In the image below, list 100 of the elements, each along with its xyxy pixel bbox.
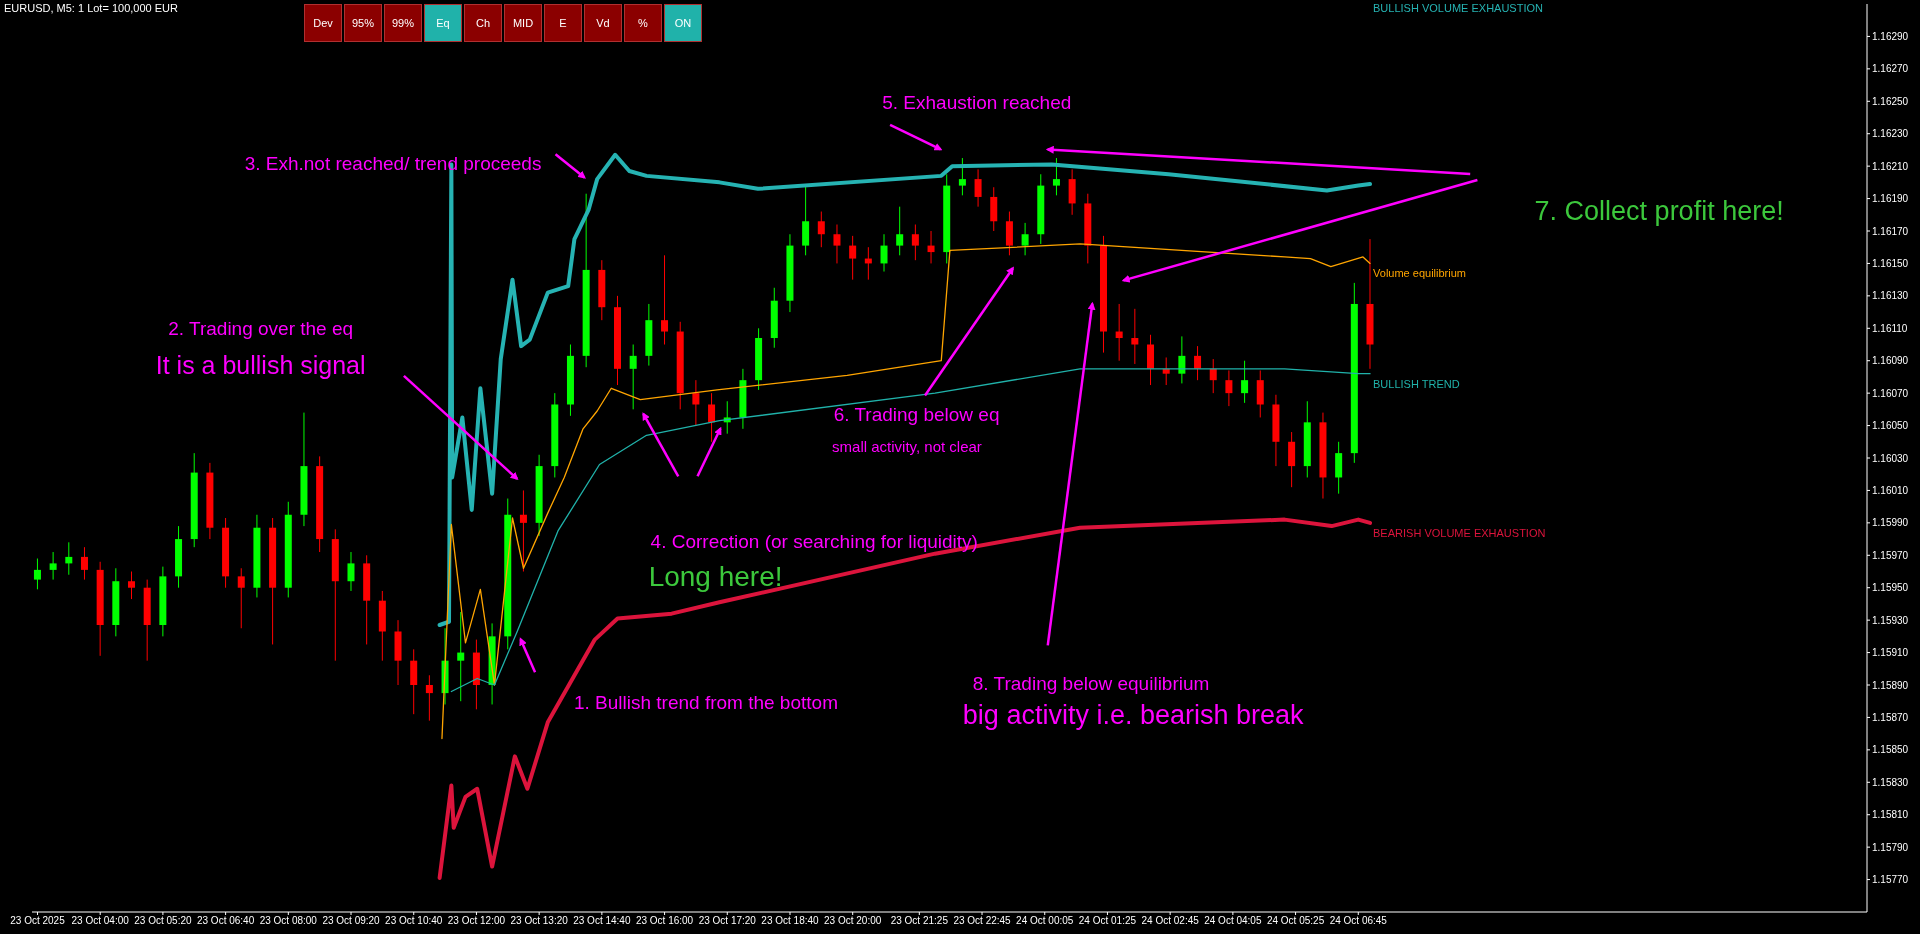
y-tick-label: 1.15790 bbox=[1872, 841, 1909, 853]
y-tick-label: 1.16090 bbox=[1872, 355, 1909, 367]
chart-title: EURUSD, M5: 1 Lot= 100,000 EUR bbox=[4, 2, 178, 14]
y-tick-label: 1.16130 bbox=[1872, 290, 1909, 302]
candlestick bbox=[80, 546, 88, 581]
series-label: BEARISH VOLUME EXHAUSTION bbox=[1373, 526, 1546, 539]
x-tick-label: 23 Oct 18:40 bbox=[761, 915, 820, 927]
x-tick-label: 24 Oct 01:25 bbox=[1078, 915, 1137, 927]
candlestick bbox=[128, 571, 136, 600]
y-tick-label: 1.15830 bbox=[1872, 776, 1909, 788]
candlestick bbox=[958, 157, 966, 196]
y-tick-label: 1.16170 bbox=[1872, 225, 1909, 237]
annotation: 3. Exh.not reached/ trend proceeds bbox=[244, 152, 542, 175]
annotation: Long here! bbox=[648, 560, 783, 593]
x-tick-label: 23 Oct 08:00 bbox=[259, 915, 318, 927]
candlestick bbox=[896, 206, 904, 256]
y-tick-label: 1.16270 bbox=[1872, 63, 1909, 75]
candlestick bbox=[33, 558, 41, 590]
toggle-button: 99% bbox=[384, 4, 422, 42]
candlestick bbox=[661, 254, 669, 345]
y-tick-label: 1.15770 bbox=[1872, 874, 1909, 886]
y-tick-label: 1.15890 bbox=[1872, 679, 1909, 691]
line-series bbox=[441, 243, 1371, 740]
y-tick-label: 1.15930 bbox=[1872, 614, 1909, 626]
x-tick-label: 24 Oct 06:45 bbox=[1329, 915, 1388, 927]
candlestick bbox=[927, 230, 935, 264]
candlestick bbox=[1115, 303, 1123, 362]
candlestick bbox=[425, 674, 433, 722]
y-tick-label: 1.16230 bbox=[1872, 128, 1909, 140]
candlestick bbox=[1209, 358, 1217, 394]
x-tick-label: 23 Oct 14:40 bbox=[573, 915, 631, 927]
annotation: 6. Trading below eq bbox=[833, 403, 1000, 426]
line-series bbox=[437, 517, 1373, 880]
annotation: 1. Bullish trend from the bottom bbox=[573, 691, 838, 714]
annotation: 8. Trading below equilibrium bbox=[972, 673, 1210, 695]
annotation: 4. Correction (or searching for liquidity) bbox=[650, 531, 978, 553]
x-tick-label: 23 Oct 13:20 bbox=[510, 915, 569, 927]
x-tick-label: 23 Oct 05:20 bbox=[134, 915, 192, 927]
x-tick-label: 23 Oct 04:00 bbox=[71, 915, 130, 927]
y-tick-label: 1.15870 bbox=[1872, 711, 1909, 723]
y-tick-label: 1.15950 bbox=[1872, 582, 1909, 594]
candlestick bbox=[1052, 157, 1060, 196]
annotation: big activity i.e. bearish break bbox=[962, 700, 1304, 732]
y-tick-label: 1.16150 bbox=[1872, 257, 1909, 269]
series-label: Volume equilibrium bbox=[1373, 267, 1466, 280]
x-tick-label: 24 Oct 05:25 bbox=[1266, 915, 1325, 927]
candlestick bbox=[880, 233, 888, 273]
y-tick-label: 1.16290 bbox=[1872, 30, 1909, 42]
y-tick-label: 1.16070 bbox=[1872, 387, 1909, 399]
annotation: small activity, not clear bbox=[832, 437, 982, 456]
candlestick bbox=[911, 224, 919, 261]
toggle-button: MID bbox=[504, 4, 542, 42]
toggle-button: 95% bbox=[344, 4, 382, 42]
candlestick bbox=[457, 611, 465, 702]
x-tick-label: 23 Oct 2025 bbox=[10, 915, 66, 927]
text: BULLISH VOLUME EXHAUSTION bbox=[1373, 2, 1544, 14]
candlestick bbox=[849, 235, 857, 281]
x-tick-label: 23 Oct 16:00 bbox=[635, 915, 694, 927]
x-tick-label: 23 Oct 21:25 bbox=[890, 915, 949, 927]
candlestick bbox=[817, 211, 825, 248]
candlestick bbox=[1021, 222, 1029, 256]
x-tick-label: 24 Oct 00:05 bbox=[1016, 915, 1074, 927]
candlestick bbox=[65, 541, 73, 576]
toggle-button: % bbox=[624, 4, 662, 42]
x-tick-label: 24 Oct 02:45 bbox=[1141, 915, 1200, 927]
series-label: BULLISH TREND bbox=[1373, 377, 1460, 390]
annotation: 2. Trading over the eq bbox=[168, 317, 354, 340]
candlestick bbox=[974, 168, 982, 208]
y-tick-label: 1.16050 bbox=[1872, 420, 1909, 432]
x-tick-label: 23 Oct 09:20 bbox=[322, 915, 381, 927]
y-tick-label: 1.16110 bbox=[1872, 322, 1908, 334]
y-tick-label: 1.15910 bbox=[1872, 647, 1909, 659]
x-tick-label: 23 Oct 10:40 bbox=[385, 915, 443, 927]
toggle-button: E bbox=[544, 4, 582, 42]
toggle-button: Vd bbox=[584, 4, 622, 42]
x-tick-label: 23 Oct 06:40 bbox=[196, 915, 255, 927]
y-tick-label: 1.16010 bbox=[1872, 484, 1909, 496]
toggle-button: Ch bbox=[464, 4, 502, 42]
candlestick bbox=[708, 392, 716, 443]
candlestick bbox=[833, 224, 841, 264]
candlestick bbox=[1131, 308, 1139, 365]
candlestick bbox=[1241, 360, 1249, 404]
x-tick-label: 23 Oct 22:45 bbox=[953, 915, 1012, 927]
y-tick-label: 1.15990 bbox=[1872, 517, 1909, 529]
x-tick-label: 23 Oct 12:00 bbox=[447, 915, 506, 927]
y-tick-label: 1.15810 bbox=[1872, 809, 1909, 821]
y-tick-label: 1.15850 bbox=[1872, 744, 1909, 756]
x-tick-label: 23 Oct 20:00 bbox=[824, 915, 882, 927]
annotation: 5. Exhaustion reached bbox=[882, 91, 1072, 114]
annotation: 7. Collect profit here! bbox=[1534, 195, 1784, 227]
candlestick bbox=[519, 489, 527, 572]
candlestick bbox=[1178, 335, 1186, 384]
y-tick-label: 1.16210 bbox=[1872, 160, 1909, 172]
candlestick bbox=[1162, 356, 1170, 386]
annotation: It is a bullish signal bbox=[155, 351, 366, 380]
x-tick-label: 24 Oct 04:05 bbox=[1204, 915, 1262, 927]
candlestick bbox=[49, 551, 57, 581]
candlestick bbox=[347, 551, 355, 592]
candlestick bbox=[1194, 345, 1202, 381]
toggle-button: Dev bbox=[304, 4, 342, 42]
